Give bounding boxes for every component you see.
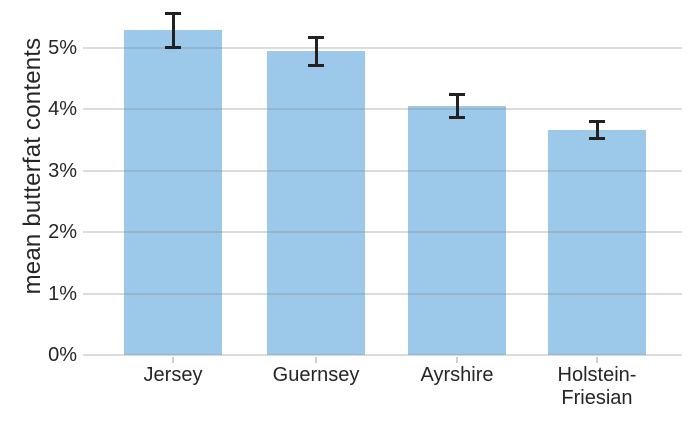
gridline <box>83 47 682 49</box>
x-category-label: Guernsey <box>272 364 360 386</box>
error-bar-cap <box>308 64 324 68</box>
x-category-label: Holstein-Friesian <box>557 364 637 409</box>
error-bar-line <box>315 36 318 66</box>
error-bar-cap <box>589 120 605 124</box>
bar <box>124 30 222 355</box>
error-bar-cap <box>449 93 465 97</box>
y-tick-label: 4% <box>48 98 77 121</box>
gridline <box>83 169 682 172</box>
error-bar-cap <box>589 137 605 141</box>
gridline <box>83 292 682 295</box>
error-bar-cap <box>165 12 181 15</box>
y-tick-label: 0% <box>48 344 77 366</box>
bar <box>548 129 646 355</box>
bar <box>408 105 506 355</box>
y-tick-label: 1% <box>48 282 77 305</box>
x-tick <box>315 357 317 363</box>
error-bar-cap <box>449 116 465 120</box>
x-tick <box>596 357 598 363</box>
gridline <box>83 108 682 111</box>
error-bar-line <box>456 94 459 118</box>
gridline <box>83 231 682 234</box>
x-category-label: Ayrshire <box>420 364 494 386</box>
bar <box>267 51 365 355</box>
error-bar-cap <box>165 46 181 50</box>
x-tick <box>172 357 174 363</box>
y-tick-label: 3% <box>48 159 77 182</box>
x-tick <box>456 357 458 363</box>
gridline <box>83 354 682 356</box>
y-tick-label: 5% <box>48 37 77 59</box>
error-bar-line <box>596 121 599 139</box>
x-category-label: Jersey <box>143 364 203 386</box>
error-bar-cap <box>308 35 324 39</box>
y-tick-label: 2% <box>48 221 77 244</box>
error-bar-line <box>172 13 175 48</box>
